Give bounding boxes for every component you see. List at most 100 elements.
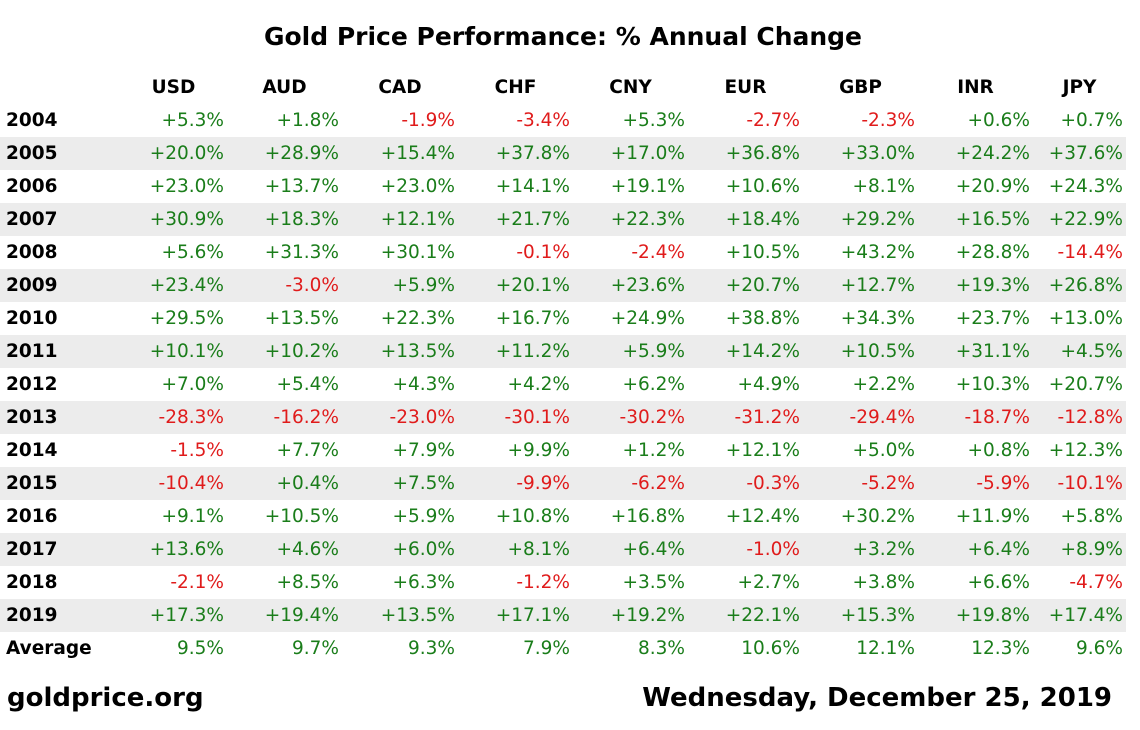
cell-2015-inr: -5.9%: [918, 467, 1033, 500]
row-label-2019: 2019: [0, 599, 120, 632]
cell-2009-usd: +23.4%: [120, 269, 227, 302]
cell-2018-aud: +8.5%: [276, 572, 339, 593]
cell-2019-eur: +22.1%: [688, 599, 803, 632]
column-header-cad: CAD: [378, 77, 422, 98]
cell-2012-cad: +4.3%: [392, 374, 455, 395]
cell-2015-chf: -9.9%: [458, 467, 573, 500]
cell-2010-inr: +23.7%: [955, 308, 1030, 329]
cell-2009-cad: +5.9%: [342, 269, 458, 302]
cell-2014-eur: +12.1%: [725, 440, 800, 461]
cell-2008-inr: +28.8%: [955, 242, 1030, 263]
row-label-2010: 2010: [6, 308, 58, 329]
cell-2008-chf: -0.1%: [516, 242, 570, 263]
cell-2015-eur: -0.3%: [688, 467, 803, 500]
cell-2007-chf: +21.7%: [458, 203, 573, 236]
cell-average-chf: 7.9%: [523, 638, 570, 659]
cell-2005-inr: +24.2%: [918, 137, 1033, 170]
cell-2015-gbp: -5.2%: [803, 467, 918, 500]
column-header-cny: CNY: [609, 77, 652, 98]
cell-2009-inr: +19.3%: [918, 269, 1033, 302]
cell-2006-cny: +19.1%: [610, 176, 685, 197]
cell-2014-inr: +0.8%: [967, 440, 1030, 461]
cell-2017-chf: +8.1%: [458, 533, 573, 566]
row-label-2016: 2016: [6, 506, 58, 527]
cell-2006-jpy: +24.3%: [1048, 176, 1123, 197]
chart-title: Gold Price Performance: % Annual Change: [263, 22, 863, 51]
row-label-2013: 2013: [0, 401, 120, 434]
cell-2018-inr: +6.6%: [967, 572, 1030, 593]
cell-2006-cad: +23.0%: [380, 176, 455, 197]
cell-2011-aud: +10.2%: [227, 335, 342, 368]
column-header-aud: AUD: [262, 77, 307, 98]
cell-2016-aud: +10.5%: [264, 506, 339, 527]
cell-2015-cny: -6.2%: [573, 467, 688, 500]
cell-2016-jpy: +5.8%: [1060, 506, 1123, 527]
cell-2017-cny: +6.4%: [573, 533, 688, 566]
cell-2019-chf: +17.1%: [458, 599, 573, 632]
cell-2011-gbp: +10.5%: [803, 335, 918, 368]
cell-2017-gbp: +3.2%: [803, 533, 918, 566]
cell-2009-jpy: +26.8%: [1033, 269, 1126, 302]
cell-2013-aud: -16.2%: [227, 401, 342, 434]
row-label-2017: 2017: [0, 533, 120, 566]
cell-2015-aud: +0.4%: [227, 467, 342, 500]
cell-2005-chf: +37.8%: [458, 137, 573, 170]
cell-average-usd: 9.5%: [177, 638, 224, 659]
cell-2009-cny: +23.6%: [573, 269, 688, 302]
row-label-2018: 2018: [6, 572, 58, 593]
cell-2016-usd: +9.1%: [161, 506, 224, 527]
cell-2014-cad: +7.9%: [392, 440, 455, 461]
cell-2008-usd: +5.6%: [161, 242, 224, 263]
cell-2019-gbp: +15.3%: [803, 599, 918, 632]
cell-average-inr: 12.3%: [971, 638, 1030, 659]
cell-2013-chf: -30.1%: [458, 401, 573, 434]
row-label-2014: 2014: [6, 440, 58, 461]
cell-2006-aud: +13.7%: [264, 176, 339, 197]
row-label-2008: 2008: [6, 242, 58, 263]
cell-2006-usd: +23.0%: [149, 176, 224, 197]
cell-2012-aud: +5.4%: [276, 374, 339, 395]
cell-2012-eur: +4.9%: [737, 374, 800, 395]
cell-2016-gbp: +30.2%: [840, 506, 915, 527]
cell-2012-gbp: +2.2%: [852, 374, 915, 395]
cell-2014-chf: +9.9%: [507, 440, 570, 461]
cell-average-eur: 10.6%: [741, 638, 800, 659]
cell-2016-chf: +10.8%: [495, 506, 570, 527]
cell-2011-eur: +14.2%: [688, 335, 803, 368]
cell-2008-cny: -2.4%: [631, 242, 685, 263]
cell-2010-aud: +13.5%: [264, 308, 339, 329]
column-header-eur: EUR: [724, 77, 767, 98]
row-label-2004: 2004: [6, 110, 58, 131]
row-label-2007: 2007: [0, 203, 120, 236]
cell-2018-gbp: +3.8%: [852, 572, 915, 593]
cell-2013-jpy: -12.8%: [1033, 401, 1126, 434]
cell-2013-gbp: -29.4%: [803, 401, 918, 434]
cell-2012-jpy: +20.7%: [1048, 374, 1123, 395]
cell-2010-usd: +29.5%: [149, 308, 224, 329]
cell-2014-aud: +7.7%: [276, 440, 339, 461]
cell-2007-jpy: +22.9%: [1033, 203, 1126, 236]
cell-2019-aud: +19.4%: [227, 599, 342, 632]
row-label-2012: 2012: [6, 374, 58, 395]
header-corner: [0, 71, 120, 104]
cell-2011-usd: +10.1%: [120, 335, 227, 368]
cell-2017-cad: +6.0%: [342, 533, 458, 566]
cell-2010-eur: +38.8%: [725, 308, 800, 329]
cell-2008-jpy: -14.4%: [1057, 242, 1123, 263]
cell-2009-aud: -3.0%: [227, 269, 342, 302]
cell-2005-eur: +36.8%: [688, 137, 803, 170]
cell-2009-gbp: +12.7%: [803, 269, 918, 302]
cell-2017-jpy: +8.9%: [1033, 533, 1126, 566]
cell-2012-inr: +10.3%: [955, 374, 1030, 395]
cell-2013-cad: -23.0%: [342, 401, 458, 434]
cell-2016-cad: +5.9%: [392, 506, 455, 527]
cell-2011-inr: +31.1%: [918, 335, 1033, 368]
cell-2016-cny: +16.8%: [610, 506, 685, 527]
cell-2010-cny: +24.9%: [610, 308, 685, 329]
cell-2012-usd: +7.0%: [161, 374, 224, 395]
cell-2011-cad: +13.5%: [342, 335, 458, 368]
cell-2011-cny: +5.9%: [573, 335, 688, 368]
cell-2017-aud: +4.6%: [227, 533, 342, 566]
cell-2005-aud: +28.9%: [227, 137, 342, 170]
cell-2018-cny: +3.5%: [622, 572, 685, 593]
